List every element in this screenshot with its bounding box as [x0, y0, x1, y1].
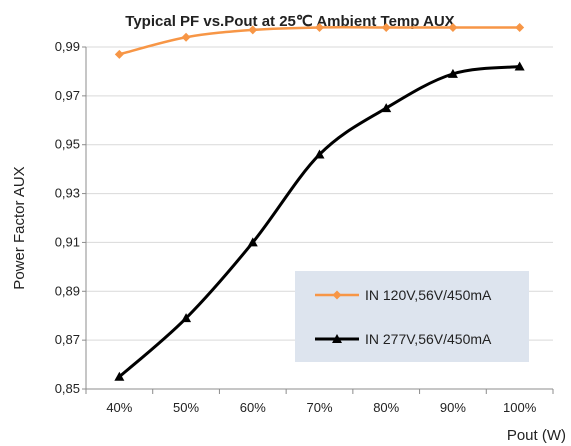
x-tick-label: 40%: [106, 400, 132, 415]
series-2: [114, 61, 525, 381]
data-point: [315, 22, 324, 32]
y-tick-label: 0,89: [55, 283, 80, 298]
data-point: [247, 237, 258, 247]
data-point: [181, 32, 191, 42]
x-tick-label: 70%: [306, 400, 332, 415]
series-layer: [114, 22, 525, 381]
data-point: [114, 371, 125, 381]
x-tick-label: 60%: [240, 400, 266, 415]
data-point: [514, 61, 525, 71]
x-tick-label: 80%: [373, 400, 399, 415]
legend-label: IN 277V,56V/450mA: [365, 331, 492, 347]
legend-marker: [332, 290, 342, 300]
x-axis-label: Pout (W): [507, 427, 566, 444]
legend: IN 120V,56V/450mA IN 277V,56V/450mA: [295, 271, 529, 362]
x-tick-label: 100%: [503, 400, 537, 415]
y-axis-label: Power Factor AUX: [11, 166, 28, 289]
data-point: [248, 25, 258, 35]
y-tick-label: 0,97: [55, 88, 80, 103]
y-tick-label: 0,87: [55, 332, 80, 347]
data-point: [114, 49, 124, 59]
legend-label: IN 120V,56V/450mA: [365, 287, 492, 303]
y-tick-label: 0,95: [55, 137, 80, 152]
data-point: [515, 22, 525, 32]
data-point: [448, 22, 458, 32]
y-axis-tick-labels: 0,85 0,87 0,89 0,91 0,93 0,95 0,97 0,99: [55, 39, 80, 396]
x-tick-label: 50%: [173, 400, 199, 415]
data-point: [381, 103, 392, 113]
legend-marker: [332, 334, 342, 343]
series-1: [114, 22, 525, 59]
legend-box: [295, 271, 529, 362]
data-point: [181, 313, 192, 323]
x-tick-label: 90%: [440, 400, 466, 415]
chart-title: Typical PF vs.Pout at 25℃ Ambient Temp A…: [125, 13, 454, 30]
data-point: [381, 22, 391, 32]
y-tick-label: 0,91: [55, 234, 80, 249]
x-axis-tick-labels: 40% 50% 60% 70% 80% 90% 100%: [106, 400, 536, 415]
y-tick-label: 0,93: [55, 186, 80, 201]
y-tick-label: 0,99: [55, 39, 80, 54]
data-point: [447, 68, 458, 78]
data-point: [314, 149, 325, 159]
y-tick-label: 0,85: [55, 381, 80, 396]
